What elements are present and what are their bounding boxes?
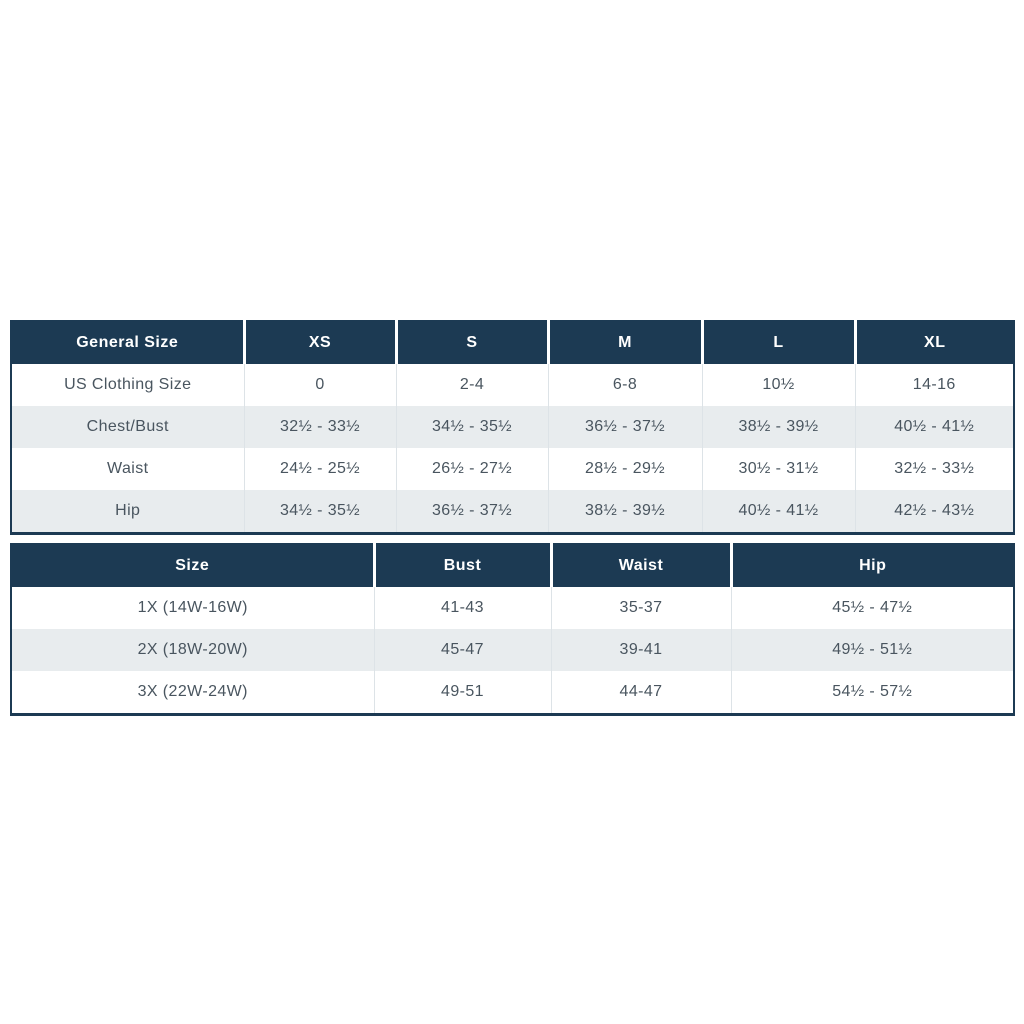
table-cell: 36½ - 37½ <box>548 406 703 448</box>
column-header: L <box>702 321 857 364</box>
row-label: Chest/Bust <box>11 406 245 448</box>
table-cell: 45-47 <box>374 629 552 671</box>
table-cell: 41-43 <box>374 587 552 629</box>
table-cell: 38½ - 39½ <box>548 490 703 534</box>
table-cell: 49-51 <box>374 671 552 715</box>
table-cell: 40½ - 41½ <box>702 490 856 534</box>
column-header: Waist <box>551 544 733 587</box>
column-header: S <box>396 321 550 364</box>
table-cell: 28½ - 29½ <box>548 448 703 490</box>
row-label: US Clothing Size <box>11 364 245 406</box>
table-row: 3X (22W-24W) 49-51 44-47 54½ - 57½ <box>11 671 1014 715</box>
plus-size-table: Size Bust Waist Hip 1X (14W-16W) 41-43 35-37 4… <box>10 543 1015 716</box>
row-label: 2X (18W-20W) <box>11 629 375 671</box>
column-header: Size <box>11 544 376 587</box>
table-cell: 38½ - 39½ <box>702 406 856 448</box>
table-cell: 26½ - 27½ <box>396 448 549 490</box>
table-cell: 35-37 <box>551 587 732 629</box>
table-row: 1X (14W-16W) 41-43 35-37 45½ - 47½ <box>11 587 1014 629</box>
table-row: US Clothing Size 0 2-4 6-8 10½ 14-16 <box>11 364 1014 406</box>
column-header: General Size <box>11 321 246 364</box>
table-cell: 54½ - 57½ <box>832 683 913 700</box>
table-row: Waist 24½ - 25½ 26½ - 27½ 28½ - 29½ 30½ - 31… <box>11 448 1014 490</box>
table-cell: 32½ - 33½ <box>244 406 397 448</box>
column-header: XS <box>244 321 398 364</box>
table-cell: 14-16 <box>912 376 956 393</box>
table-cell: 34½ - 35½ <box>396 406 549 448</box>
table-cell: 34½ - 35½ <box>244 490 397 534</box>
plus-size-header-row: Size Bust Waist Hip <box>11 544 1014 587</box>
table-cell: 40½ - 41½ <box>894 418 975 435</box>
table-cell: 39-41 <box>551 629 732 671</box>
row-label: Waist <box>11 448 245 490</box>
column-header: XL <box>855 321 1014 364</box>
column-header: Hip <box>731 544 1014 587</box>
table-cell: 44-47 <box>551 671 732 715</box>
table-cell: 42½ - 43½ <box>894 502 975 519</box>
row-label: 1X (14W-16W) <box>11 587 375 629</box>
table-cell: 6-8 <box>548 364 703 406</box>
table-cell: 32½ - 33½ <box>894 460 975 477</box>
general-size-table: General Size XS S M L XL US Clothing Size 0 2-4… <box>10 320 1015 535</box>
table-row: Hip 34½ - 35½ 36½ - 37½ 38½ - 39½ 40½ - 41½ 4… <box>11 490 1014 534</box>
general-size-header-row: General Size XS S M L XL <box>11 321 1014 364</box>
table-row: 2X (18W-20W) 45-47 39-41 49½ - 51½ <box>11 629 1014 671</box>
row-label: 3X (22W-24W) <box>11 671 375 715</box>
table-cell: 45½ - 47½ <box>832 599 913 616</box>
table-cell: 0 <box>244 364 397 406</box>
column-header: Bust <box>374 544 553 587</box>
table-cell: 49½ - 51½ <box>832 641 913 658</box>
table-row: Chest/Bust 32½ - 33½ 34½ - 35½ 36½ - 37½ 38½… <box>11 406 1014 448</box>
table-cell: 24½ - 25½ <box>244 448 397 490</box>
row-label: Hip <box>11 490 245 534</box>
column-header: M <box>548 321 704 364</box>
table-cell: 30½ - 31½ <box>702 448 856 490</box>
table-cell: 36½ - 37½ <box>396 490 549 534</box>
table-cell: 10½ <box>702 364 856 406</box>
table-cell: 2-4 <box>396 364 549 406</box>
